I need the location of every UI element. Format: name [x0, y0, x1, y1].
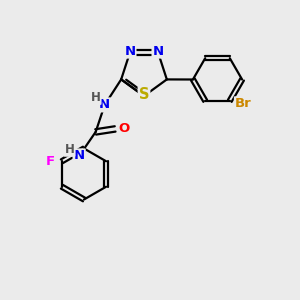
Text: F: F [46, 155, 55, 168]
Text: O: O [118, 122, 129, 135]
Text: H: H [64, 143, 74, 156]
Text: H: H [91, 91, 100, 104]
Text: S: S [139, 87, 149, 102]
Text: N: N [124, 45, 136, 58]
Text: N: N [74, 149, 85, 162]
Text: Br: Br [235, 97, 252, 110]
Text: N: N [99, 98, 110, 111]
Text: N: N [152, 45, 164, 58]
